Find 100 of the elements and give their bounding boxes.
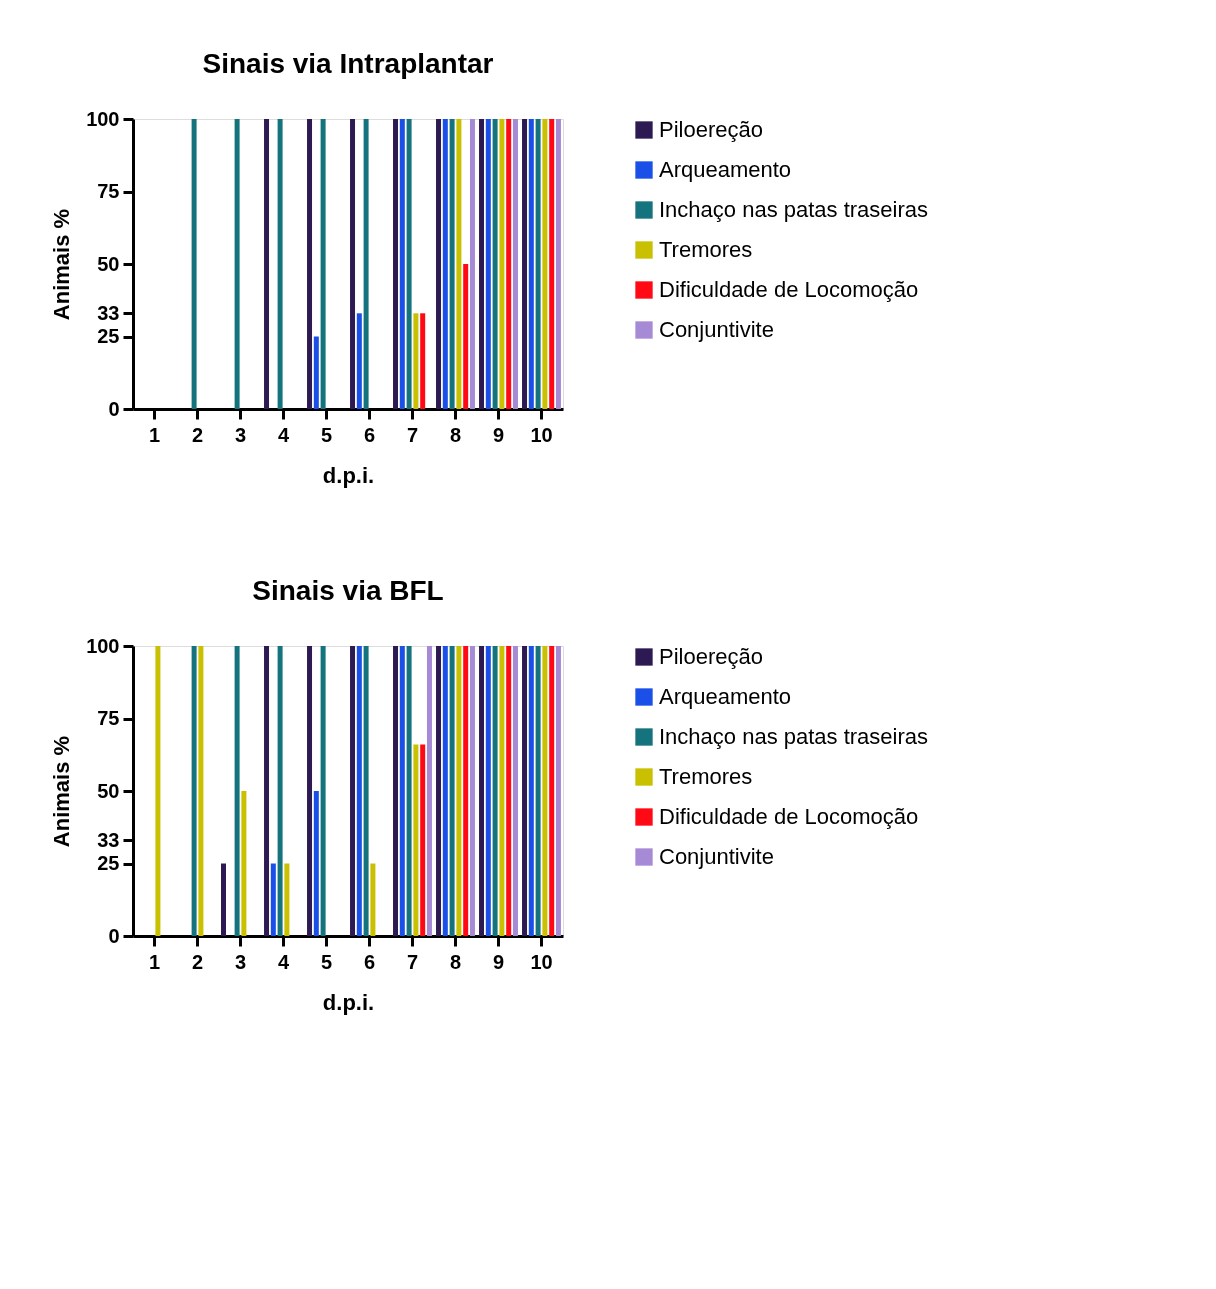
x-tick-label: 4 <box>277 423 290 446</box>
bar <box>436 646 442 936</box>
y-axis-title: Animais % <box>49 735 75 848</box>
bar <box>463 646 469 936</box>
x-tick-label: 6 <box>363 423 376 446</box>
bar <box>469 646 475 936</box>
bar <box>463 264 469 409</box>
x-tick-label: 6 <box>363 950 376 973</box>
legend-label: Arqueamento <box>659 157 792 182</box>
bar <box>155 646 161 936</box>
legend-label: Dificuldade de Locomoção <box>659 804 919 829</box>
bar <box>549 646 555 936</box>
y-tick-label: 50 <box>97 779 120 802</box>
legend-label: Conjuntivite <box>659 317 774 342</box>
x-tick-label: 1 <box>148 423 161 446</box>
bar <box>234 646 240 936</box>
bar <box>406 646 412 936</box>
legend-label: Tremores <box>659 237 753 262</box>
bar <box>426 646 432 936</box>
y-tick-label: 33 <box>97 828 120 851</box>
bar <box>234 119 240 409</box>
bar <box>442 119 448 409</box>
bar <box>241 791 247 936</box>
y-tick-label: 0 <box>108 924 120 947</box>
bar <box>522 119 528 409</box>
bar <box>449 646 455 936</box>
legend-label: Inchaço nas patas traseiras <box>659 724 929 749</box>
x-tick-label: 9 <box>492 950 505 973</box>
legend-label: Piloereção <box>659 644 763 669</box>
x-tick-label: 8 <box>449 423 462 446</box>
bar <box>555 646 561 936</box>
legend-label: Dificuldade de Locomoção <box>659 277 919 302</box>
bar <box>528 119 534 409</box>
bar <box>512 646 518 936</box>
bar <box>492 646 498 936</box>
bar <box>535 119 541 409</box>
x-tick-label: 2 <box>191 423 204 446</box>
x-tick-label: 7 <box>406 950 419 973</box>
chart-title: Sinais via BFL <box>252 575 444 606</box>
bar <box>191 646 197 936</box>
y-tick-label: 100 <box>86 634 120 657</box>
bar <box>313 791 319 936</box>
bar <box>528 646 534 936</box>
legend-label: Tremores <box>659 764 753 789</box>
bar <box>307 119 313 409</box>
x-tick-label: 3 <box>234 950 247 973</box>
legend-label: Piloereção <box>659 117 763 142</box>
bar <box>356 646 362 936</box>
x-tick-label: 3 <box>234 423 247 446</box>
bar <box>499 646 505 936</box>
bar <box>449 119 455 409</box>
bar <box>506 646 512 936</box>
bar <box>264 119 270 409</box>
bar <box>363 646 369 936</box>
bar <box>499 119 505 409</box>
x-tick-label: 10 <box>530 950 553 973</box>
bar <box>191 119 197 409</box>
y-axis-title: Animais % <box>49 208 75 321</box>
bar <box>277 646 283 936</box>
x-tick-label: 10 <box>530 423 553 446</box>
bar <box>399 646 405 936</box>
legend-label: Inchaço nas patas traseiras <box>659 197 929 222</box>
bar <box>479 119 485 409</box>
bar <box>393 119 399 409</box>
y-tick-label: 33 <box>97 301 120 324</box>
bar <box>350 646 356 936</box>
bar <box>363 119 369 409</box>
bar <box>492 119 498 409</box>
bar <box>456 119 462 409</box>
bar <box>549 119 555 409</box>
bar <box>406 119 412 409</box>
legend-label: Arqueamento <box>659 684 792 709</box>
bar <box>270 863 276 936</box>
bar <box>485 119 491 409</box>
x-axis-title: d.p.i. <box>322 462 375 488</box>
y-tick-label: 75 <box>97 707 120 729</box>
bar <box>442 646 448 936</box>
bar <box>506 119 512 409</box>
y-tick-label: 50 <box>97 252 120 275</box>
bar <box>399 119 405 409</box>
y-tick-label: 0 <box>108 397 120 420</box>
bar <box>456 646 462 936</box>
y-tick-label: 25 <box>97 325 120 347</box>
bar <box>413 313 419 409</box>
x-tick-label: 5 <box>320 423 333 446</box>
bar <box>542 646 548 936</box>
bar <box>469 119 475 409</box>
bar <box>420 744 426 936</box>
bar <box>356 313 362 409</box>
bar <box>555 119 561 409</box>
bar <box>284 863 290 936</box>
bar <box>413 744 419 936</box>
bar <box>320 119 326 409</box>
x-tick-label: 7 <box>406 423 419 446</box>
x-tick-label: 4 <box>277 950 290 973</box>
y-tick-label: 25 <box>97 852 120 874</box>
bar <box>307 646 313 936</box>
x-tick-label: 8 <box>449 950 462 973</box>
bar <box>522 646 528 936</box>
bar <box>479 646 485 936</box>
